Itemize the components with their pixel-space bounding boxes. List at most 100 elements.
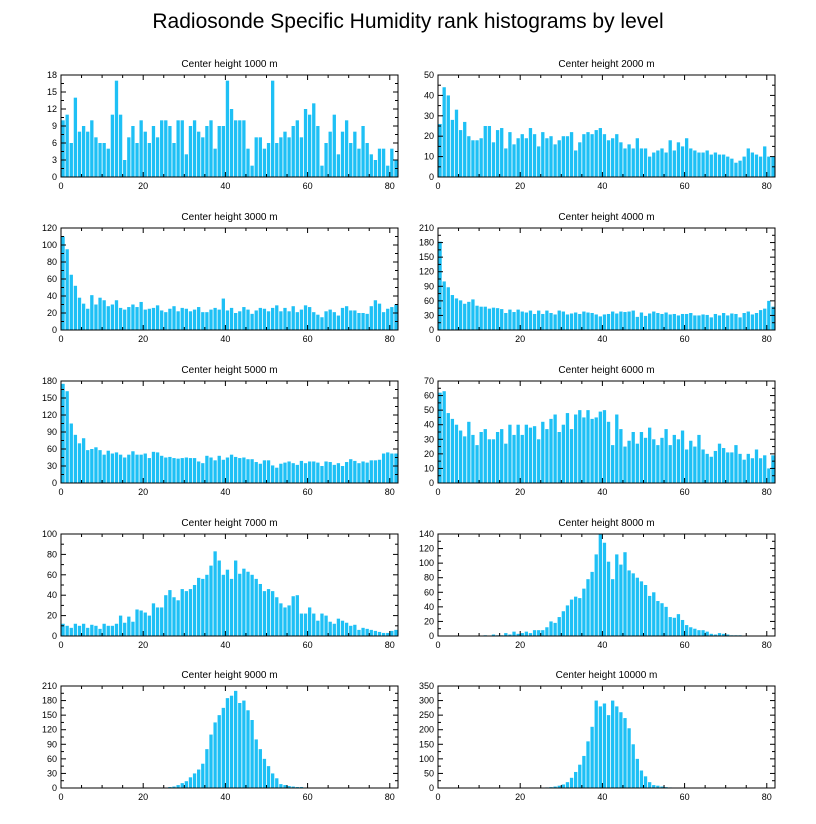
histogram-bar (516, 138, 520, 177)
histogram-panel: Center height 6000 m 0 20 40 60 80 0 10 20 30 40 50… (424, 365, 776, 497)
histogram-bar (763, 146, 767, 177)
histogram-bar (627, 144, 631, 177)
y-tick-label: 40 (47, 291, 57, 301)
histogram-bar (512, 631, 516, 636)
x-tick-label: 60 (303, 640, 313, 650)
histogram-bar (209, 565, 213, 636)
histogram-bar (627, 440, 631, 483)
histogram-bar (349, 625, 353, 636)
histogram-panel: Center height 10000 m 0 20 40 60 80 0 50 100 150 2… (419, 670, 776, 802)
histogram-bar (299, 460, 304, 483)
histogram-panel: Center height 8000 m 0 20 40 60 80 0 20 40 60 80 10… (419, 518, 776, 650)
histogram-bar (602, 703, 607, 788)
histogram-bar (225, 457, 230, 483)
histogram-bar (316, 314, 320, 330)
histogram-bar (771, 306, 775, 330)
histogram-bar (668, 140, 672, 177)
y-tick-label: 0 (429, 172, 434, 182)
histogram-bar (594, 554, 598, 636)
histogram-bar (557, 310, 561, 330)
histogram-bar (287, 786, 291, 788)
histogram-bar (271, 80, 275, 177)
histogram-bar (598, 411, 602, 483)
y-tick-label: 60 (424, 296, 434, 306)
histogram-bar (557, 432, 561, 483)
y-tick-label: 60 (47, 444, 57, 454)
x-tick-label: 60 (303, 487, 313, 497)
histogram-bar (676, 315, 681, 330)
histogram-bar (578, 313, 582, 330)
x-tick-label: 40 (220, 792, 230, 802)
histogram-bar (709, 317, 713, 330)
histogram-bar (390, 453, 394, 483)
histogram-bar (672, 150, 676, 177)
histogram-bar (648, 427, 652, 483)
histogram-bar (491, 142, 496, 177)
histogram-bar (553, 622, 557, 636)
histogram-bar (586, 312, 590, 330)
y-tick-label: 20 (47, 611, 57, 621)
histogram-bar (102, 143, 106, 177)
histogram-bar (147, 458, 152, 483)
y-tick-label: 6 (52, 138, 57, 148)
histogram-bar (94, 304, 98, 330)
x-tick-label: 0 (58, 181, 63, 191)
histogram-bar (320, 613, 324, 636)
histogram-bar (680, 430, 685, 483)
histogram-bar (386, 632, 390, 636)
histogram-bar (369, 460, 373, 483)
histogram-bar (569, 599, 574, 636)
histogram-bar (569, 313, 574, 330)
histogram-bar (602, 542, 607, 636)
histogram-bar (65, 391, 69, 483)
histogram-bar (635, 138, 639, 177)
histogram-bar (180, 458, 184, 483)
histogram-bar (90, 120, 94, 177)
histogram-bar (110, 453, 115, 483)
histogram-bar (520, 311, 524, 330)
histogram-bar (213, 551, 217, 636)
histogram-bar (336, 154, 341, 177)
histogram-bar (275, 778, 279, 788)
histogram-bar (611, 311, 615, 330)
y-tick-label: 9 (52, 121, 57, 131)
histogram-bar (619, 712, 623, 788)
y-tick-label: 40 (424, 420, 434, 430)
histogram-bar (197, 461, 201, 483)
histogram-bar (721, 448, 726, 483)
histogram-bar (262, 460, 267, 483)
histogram-bar (279, 463, 283, 483)
histogram-bar (106, 148, 110, 177)
histogram-bar (442, 281, 446, 330)
histogram-bar (283, 785, 287, 788)
panels: Center height 1000 m0 20 40 60 800369121518C… (42, 59, 776, 802)
histogram-bar (611, 700, 615, 788)
x-tick-label: 60 (680, 792, 690, 802)
x-tick-label: 40 (220, 334, 230, 344)
histogram-bar (295, 120, 299, 177)
histogram-bar (361, 627, 365, 636)
histogram-bar (504, 313, 508, 330)
x-tick-label: 20 (138, 792, 148, 802)
histogram-bar (381, 148, 386, 177)
histogram-bar (569, 132, 574, 177)
histogram-bar (254, 310, 258, 330)
histogram-bar (266, 143, 271, 177)
histogram-bar (61, 383, 65, 483)
histogram-bar (172, 458, 176, 483)
histogram-bar (139, 610, 143, 636)
histogram-bar (98, 297, 102, 330)
histogram-bar (676, 614, 681, 636)
x-tick-label: 80 (385, 181, 395, 191)
y-tick-label: 0 (429, 478, 434, 488)
histogram-bar (369, 629, 373, 636)
histogram-bar (701, 152, 705, 177)
y-tick-label: 80 (424, 573, 434, 583)
histogram-bar (217, 309, 221, 330)
histogram-bar (373, 300, 378, 330)
histogram-bar (221, 298, 225, 330)
panel-title: Center height 8000 m (558, 518, 654, 529)
histogram-bar (586, 410, 590, 483)
histogram-bar (672, 434, 676, 483)
histogram-bar (266, 311, 271, 330)
